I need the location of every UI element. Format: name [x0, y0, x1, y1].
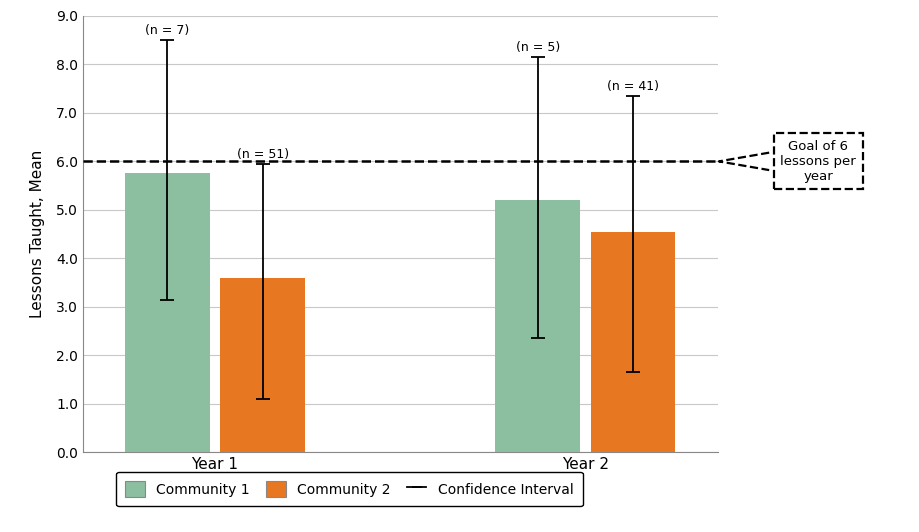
Text: (n = 5): (n = 5) [515, 41, 560, 54]
Text: (n = 51): (n = 51) [236, 148, 289, 161]
Bar [494, 200, 579, 452]
Bar [590, 231, 675, 452]
Bar [221, 278, 305, 452]
Text: (n = 7): (n = 7) [145, 24, 189, 37]
Y-axis label: Lessons Taught, Mean: Lessons Taught, Mean [29, 150, 45, 318]
Legend: Community 1, Community 2, Confidence Interval: Community 1, Community 2, Confidence Int… [116, 472, 583, 506]
Text: Goal of 6
lessons per
year: Goal of 6 lessons per year [779, 140, 855, 183]
Text: (n = 41): (n = 41) [607, 80, 658, 93]
Bar [125, 173, 210, 452]
